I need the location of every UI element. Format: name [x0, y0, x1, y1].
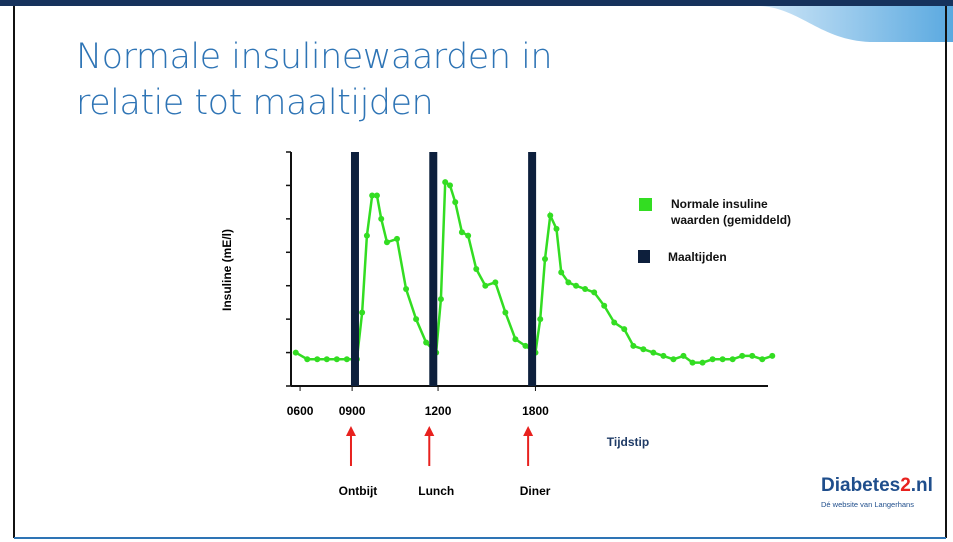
insulin-point [314, 356, 321, 363]
insulin-point [729, 356, 736, 363]
insulin-point [630, 342, 637, 349]
insulin-point [442, 179, 449, 186]
insulin-point [413, 316, 420, 323]
insulin-point [689, 359, 696, 366]
x-axis-label: Tijdstip [607, 435, 649, 449]
meal-label: Diner [520, 484, 551, 498]
insulin-point [373, 192, 380, 199]
insulin-point [719, 356, 726, 363]
insulin-point [473, 266, 480, 272]
legend-swatch [638, 250, 650, 263]
insulin-point [482, 282, 489, 289]
insulin-point [304, 356, 311, 363]
insulin-point [343, 356, 350, 363]
meal-arrowhead [345, 426, 356, 436]
insulin-point [553, 225, 560, 232]
insulin-point [621, 326, 628, 333]
insulin-point [558, 269, 565, 276]
logo-tagline: Dé website van Langerhans [821, 500, 914, 509]
y-axis-label: Insuline (mE/l) [220, 229, 234, 311]
x-tick-label: 0600 [287, 404, 314, 418]
insulin-point [699, 359, 706, 366]
insulin-point [333, 356, 340, 363]
insulin-point [359, 309, 366, 316]
insulin-point [739, 352, 746, 359]
insulin-point [512, 336, 519, 343]
title-line: relatie tot maaltijden [76, 83, 434, 123]
insulin-point [640, 346, 647, 353]
title-line: Normale insulinewaarden in [76, 37, 553, 77]
insulin-point [452, 199, 459, 206]
insulin-point [403, 286, 410, 293]
insulin-point [670, 356, 677, 363]
insulin-point [323, 356, 330, 363]
meal-bar [528, 152, 537, 386]
insulin-point [680, 352, 687, 359]
insulin-point [591, 289, 598, 296]
meal-arrowhead [523, 426, 534, 436]
insulin-point [383, 239, 390, 246]
title: Normale insulinewaarden in relatie tot m… [76, 34, 553, 126]
insulin-point [542, 255, 549, 262]
insulin-point [423, 339, 430, 346]
insulin-point [547, 212, 554, 219]
insulin-point [611, 319, 618, 326]
legend-label: Normale insuline waarden (gemiddeld) [671, 197, 792, 227]
insulin-point [378, 215, 385, 222]
insulin-point [522, 342, 529, 349]
insulin-point [502, 309, 509, 316]
insulin-point [749, 352, 756, 359]
x-tick-label: 0900 [339, 404, 366, 418]
insulin-point [769, 352, 776, 359]
insulin-point [759, 356, 766, 363]
insulin-point [601, 302, 608, 309]
insulin-point [393, 235, 400, 242]
insulin-point [537, 316, 544, 323]
meal-bar [429, 152, 438, 386]
insulin-point [660, 352, 667, 359]
insulin-point [465, 232, 472, 239]
meal-label: Lunch [418, 484, 454, 498]
insulin-point [458, 229, 465, 236]
insulin-point [369, 192, 376, 199]
top-band [0, 0, 953, 6]
insulin-point [363, 232, 370, 239]
x-tick-label: 1800 [522, 404, 549, 418]
insulin-point [565, 279, 572, 286]
legend-label: Maaltijden [668, 250, 727, 264]
logo: Diabetes2.nl [821, 475, 933, 496]
insulin-point [573, 282, 580, 289]
x-tick-label: 1200 [425, 404, 452, 418]
top-swoosh [760, 6, 953, 42]
legend-swatch [639, 198, 652, 211]
insulin-point [650, 349, 657, 356]
insulin-point [492, 279, 499, 286]
insulin-point [709, 356, 716, 363]
insulin-point [437, 296, 444, 303]
insulin-point [446, 182, 453, 189]
meal-bar [350, 152, 359, 386]
meal-arrowhead [424, 426, 435, 436]
meal-label: Ontbijt [339, 484, 378, 498]
insulin-point [292, 349, 299, 356]
insulin-point [582, 286, 589, 293]
